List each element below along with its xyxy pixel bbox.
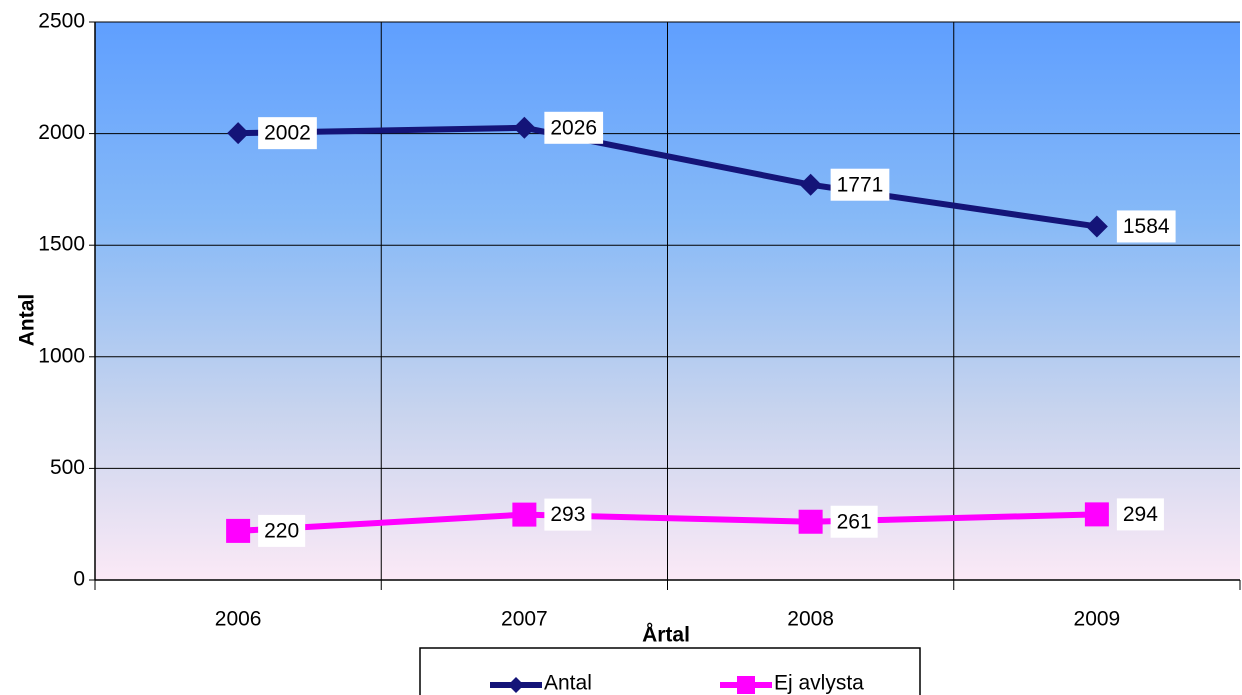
x-axis-label: Årtal (642, 623, 690, 647)
data-label: 220 (264, 519, 299, 542)
y-tick-label: 1500 (38, 233, 85, 256)
point (1085, 215, 1108, 238)
x-tick-label: 2009 (1074, 608, 1121, 631)
point (512, 502, 537, 527)
point (798, 509, 823, 534)
data-label: 2002 (264, 122, 311, 145)
data-label-box (830, 505, 878, 538)
data-label-box (544, 498, 592, 531)
x-tick-label: 2007 (501, 608, 548, 631)
y-tick-label: 1000 (38, 344, 85, 367)
data-label-box (1116, 210, 1176, 243)
series-line (238, 124, 1098, 230)
y-tick-label: 0 (73, 568, 85, 591)
point (799, 173, 822, 196)
data-label-box (258, 514, 306, 547)
data-label: 293 (550, 503, 585, 526)
data-label-box (258, 117, 317, 150)
data-label-box (1116, 498, 1164, 531)
legend-label: Ej avlysta (774, 672, 864, 695)
legend-marker (508, 677, 524, 693)
y-tick-label: 2500 (38, 10, 85, 33)
point (226, 518, 251, 543)
point (513, 116, 536, 139)
y-tick-label: 2000 (38, 121, 85, 144)
data-label: 2026 (550, 116, 597, 139)
series-line (237, 511, 1097, 534)
data-label: 261 (837, 510, 872, 533)
y-tick-label: 500 (50, 456, 85, 479)
legend-label: Antal (544, 672, 592, 695)
data-label: 1771 (837, 173, 884, 196)
point (1084, 502, 1109, 527)
data-label-box (830, 168, 890, 201)
data-label: 1584 (1123, 215, 1170, 238)
data-label: 294 (1123, 503, 1158, 526)
y-axis-label: Antal (16, 294, 39, 347)
point (227, 122, 250, 145)
x-tick-label: 2008 (787, 608, 834, 631)
legend-marker (737, 676, 755, 694)
x-tick-label: 2006 (215, 608, 262, 631)
data-label-box (544, 111, 604, 144)
